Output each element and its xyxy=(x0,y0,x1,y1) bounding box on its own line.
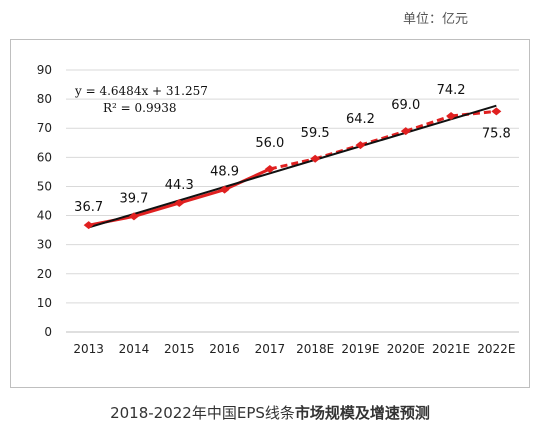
data-label: 36.7 xyxy=(74,200,103,215)
y-tick-label: 10 xyxy=(37,296,52,310)
trendline-r2: R² = 0.9938 xyxy=(103,101,177,115)
series-segment-dashed xyxy=(314,143,361,161)
data-point xyxy=(491,107,502,116)
data-label: 44.3 xyxy=(165,178,194,193)
data-label: 69.0 xyxy=(391,98,420,113)
chart-caption: 2018-2022年中国EPS线条市场规模及增速预测 xyxy=(0,402,540,423)
x-tick-label: 2021E xyxy=(432,342,470,356)
data-point xyxy=(83,221,94,230)
data-point xyxy=(174,199,185,208)
series-segment-solid xyxy=(132,201,181,218)
data-label: 48.9 xyxy=(210,165,239,180)
data-point xyxy=(310,154,321,163)
data-label: 39.7 xyxy=(119,191,148,206)
y-tick-label: 90 xyxy=(37,63,52,77)
x-tick-label: 2014 xyxy=(119,342,150,356)
x-tick-label: 2017 xyxy=(255,342,286,356)
line-chart: 0 10 20 30 40 50 60 70 80 90 2013 2014 2015 2016 2017 2… xyxy=(37,63,519,356)
data-point xyxy=(219,185,230,194)
y-tick-label: 70 xyxy=(37,121,52,135)
data-point xyxy=(355,141,366,150)
data-label: 75.8 xyxy=(482,126,511,141)
data-label: 59.5 xyxy=(301,126,330,141)
unit-label: 单位：亿元 xyxy=(402,12,468,27)
data-label: 74.2 xyxy=(437,83,466,98)
data-point xyxy=(264,164,275,173)
y-tick-label: 30 xyxy=(37,238,52,252)
x-tick-label: 2015 xyxy=(164,342,195,356)
y-tick-label: 50 xyxy=(37,179,52,193)
series-segment-dashed xyxy=(450,109,497,118)
data-point xyxy=(128,212,139,221)
y-tick-label: 0 xyxy=(44,325,52,339)
x-tick-label: 2016 xyxy=(209,342,240,356)
x-tick-label: 2022E xyxy=(477,342,515,356)
y-tick-label: 20 xyxy=(37,267,52,281)
trendline xyxy=(88,104,497,229)
chart-container: 0 10 20 30 40 50 60 70 80 90 2013 2014 2015 2016 2017 2… xyxy=(10,39,530,388)
data-label: 56.0 xyxy=(255,136,284,151)
caption-prefix: 2018-2022年中国EPS线条 xyxy=(110,404,295,422)
data-point xyxy=(400,127,411,136)
series-segment-dashed xyxy=(360,129,407,147)
y-tick-label: 80 xyxy=(37,92,52,106)
x-tick-label: 2019E xyxy=(341,342,379,356)
data-label: 64.2 xyxy=(346,112,375,127)
caption-bold: 市场规模及增速预测 xyxy=(294,404,430,422)
series-segment-solid xyxy=(177,188,227,205)
trendline-equation: y = 4.6484x + 31.257 xyxy=(74,84,208,98)
data-point xyxy=(446,111,457,120)
y-tick-label: 40 xyxy=(37,209,52,223)
series-segment-dashed xyxy=(405,114,452,133)
y-tick-label: 60 xyxy=(37,150,52,164)
x-tick-label: 2020E xyxy=(387,342,425,356)
x-tick-label: 2013 xyxy=(73,342,104,356)
series-segment-dashed xyxy=(269,157,316,171)
x-tick-label: 2018E xyxy=(296,342,334,356)
